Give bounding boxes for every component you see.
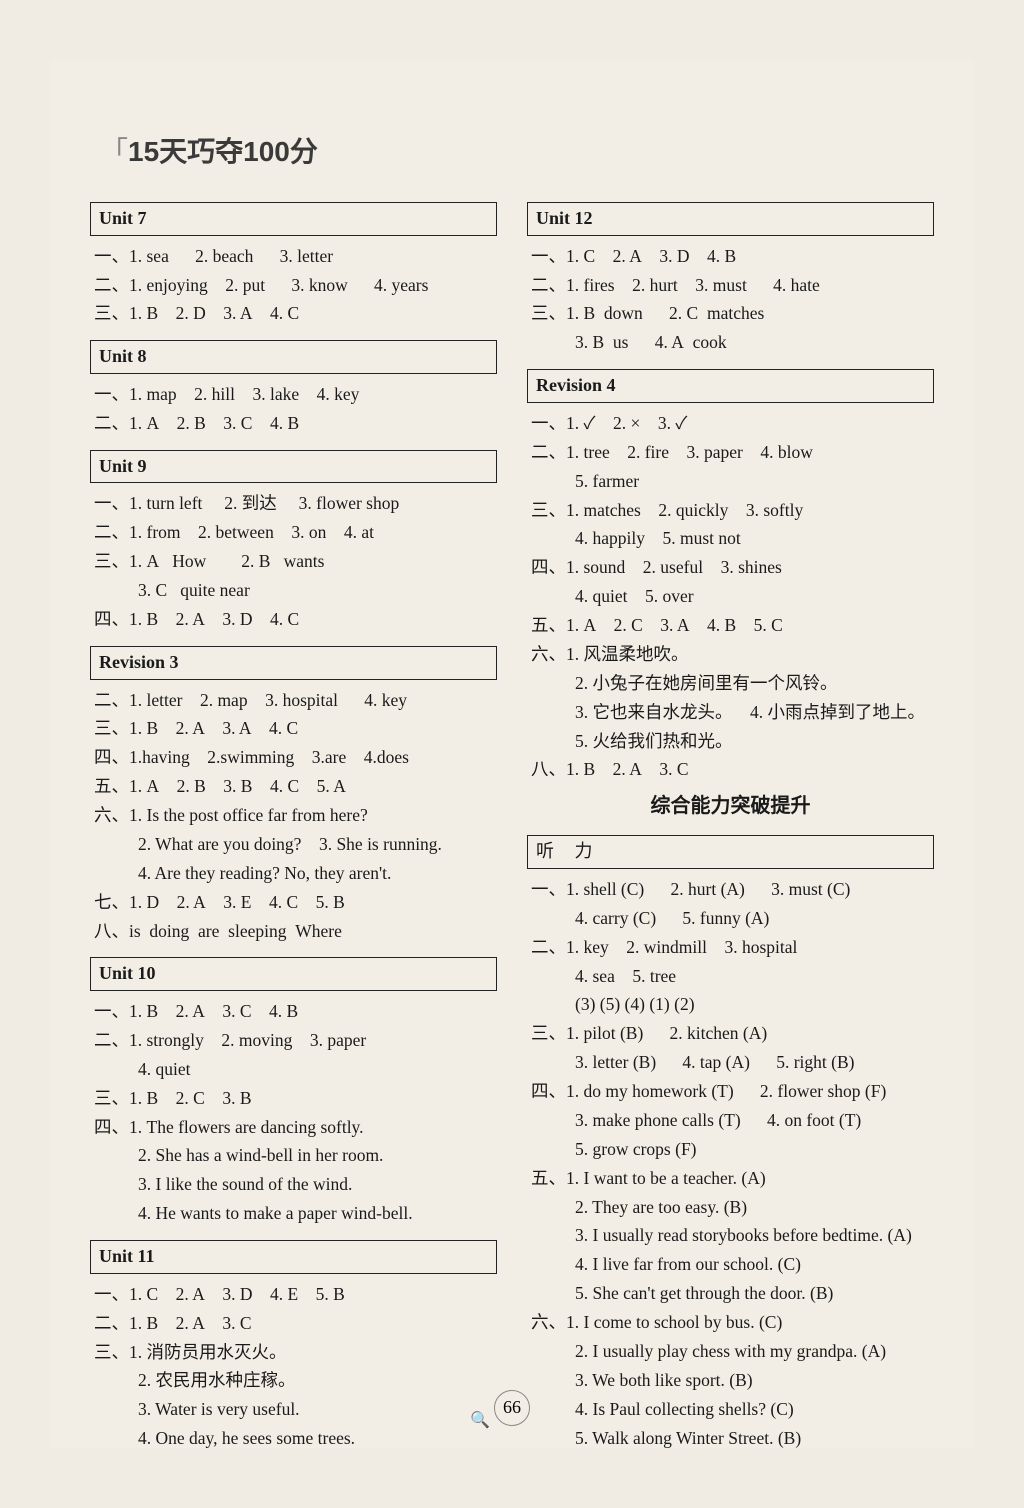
- answer-line: 五、1. A 2. C 3. A 4. B 5. C: [527, 611, 934, 640]
- answer-line: 三、1. B 2. D 3. A 4. C: [90, 299, 497, 328]
- answer-line: 4. Are they reading? No, they aren't.: [90, 859, 497, 888]
- answer-line: 3. B us 4. A cook: [527, 328, 934, 357]
- answer-line: 5. farmer: [527, 467, 934, 496]
- answer-line: 三、1. matches 2. quickly 3. softly: [527, 496, 934, 525]
- answer-line: 一、1. sea 2. beach 3. letter: [90, 242, 497, 271]
- answer-line: 六、1. Is the post office far from here?: [90, 801, 497, 830]
- magnifier-icon: 🔍: [470, 1410, 490, 1430]
- unit-8-header: Unit 8: [90, 340, 497, 374]
- answer-line: 三、1. B down 2. C matches: [527, 299, 934, 328]
- left-column: Unit 7 一、1. sea 2. beach 3. letter 二、1. …: [90, 190, 497, 1453]
- answer-line: 2. They are too easy. (B): [527, 1193, 934, 1222]
- answer-line: 3. 它也来自水龙头。 4. 小雨点掉到了地上。: [527, 698, 934, 727]
- answer-line: 二、1. key 2. windmill 3. hospital: [527, 933, 934, 962]
- answer-line: 三、1. B 2. A 3. A 4. C: [90, 714, 497, 743]
- answer-line: 5. grow crops (F): [527, 1135, 934, 1164]
- answer-line: 4. carry (C) 5. funny (A): [527, 904, 934, 933]
- unit-11-header: Unit 11: [90, 1240, 497, 1274]
- answer-line: 2. 农民用水种庄稼。: [90, 1366, 497, 1395]
- answer-line: 二、1. tree 2. fire 3. paper 4. blow: [527, 438, 934, 467]
- answer-line: 三、1. B 2. C 3. B: [90, 1084, 497, 1113]
- title-text: 15天巧夺100分: [128, 136, 318, 167]
- unit-12-header: Unit 12: [527, 202, 934, 236]
- answer-line: 四、1. B 2. A 3. D 4. C: [90, 605, 497, 634]
- answer-line: 4. sea 5. tree: [527, 962, 934, 991]
- answer-line: 2. She has a wind-bell in her room.: [90, 1141, 497, 1170]
- unit-7-header: Unit 7: [90, 202, 497, 236]
- bracket-icon: 「: [100, 136, 128, 167]
- answer-line: 一、1. turn left 2. 到达 3. flower shop: [90, 489, 497, 518]
- answer-line: 三、1. pilot (B) 2. kitchen (A): [527, 1019, 934, 1048]
- answer-line: 五、1. I want to be a teacher. (A): [527, 1164, 934, 1193]
- listening-header: 听 力: [527, 835, 934, 869]
- answer-line: 五、1. A 2. B 3. B 4. C 5. A: [90, 772, 497, 801]
- answer-line: 3. I usually read storybooks before bedt…: [527, 1221, 934, 1250]
- answer-line: 二、1. letter 2. map 3. hospital 4. key: [90, 686, 497, 715]
- answer-line: 四、1. sound 2. useful 3. shines: [527, 553, 934, 582]
- section-title: 综合能力突破提升: [527, 790, 934, 823]
- answer-line: 八、is doing are sleeping Where: [90, 917, 497, 946]
- answer-line: 一、1. shell (C) 2. hurt (A) 3. must (C): [527, 875, 934, 904]
- answer-line: 八、1. B 2. A 3. C: [527, 755, 934, 784]
- answer-line: 四、1.having 2.swimming 3.are 4.does: [90, 743, 497, 772]
- answer-line: 3. letter (B) 4. tap (A) 5. right (B): [527, 1048, 934, 1077]
- revision-3-header: Revision 3: [90, 646, 497, 680]
- book-title: 「15天巧夺100分: [100, 130, 974, 170]
- revision-4-header: Revision 4: [527, 369, 934, 403]
- unit-10-header: Unit 10: [90, 957, 497, 991]
- answer-line: 一、1. B 2. A 3. C 4. B: [90, 997, 497, 1026]
- page-number-text: 66: [494, 1390, 530, 1426]
- unit-9-header: Unit 9: [90, 450, 497, 484]
- answer-line: 3. Water is very useful.: [90, 1395, 497, 1424]
- content-columns: Unit 7 一、1. sea 2. beach 3. letter 二、1. …: [50, 190, 974, 1453]
- page-number: 66: [494, 1390, 530, 1426]
- answer-line: 2. 小兔子在她房间里有一个风铃。: [527, 669, 934, 698]
- answer-line: 三、1. A How 2. B wants: [90, 547, 497, 576]
- answer-line: 4. I live far from our school. (C): [527, 1250, 934, 1279]
- answer-line: 六、1. 风温柔地吹。: [527, 640, 934, 669]
- answer-line: 4. quiet: [90, 1055, 497, 1084]
- answer-line: 3. C quite near: [90, 576, 497, 605]
- answer-line: 四、1. The flowers are dancing softly.: [90, 1113, 497, 1142]
- answer-line: 2. What are you doing? 3. She is running…: [90, 830, 497, 859]
- answer-line: 七、1. D 2. A 3. E 4. C 5. B: [90, 888, 497, 917]
- answer-line: 一、1. ✓ 2. × 3. ✓: [527, 409, 934, 438]
- answer-line: 3. make phone calls (T) 4. on foot (T): [527, 1106, 934, 1135]
- answer-line: 二、1. strongly 2. moving 3. paper: [90, 1026, 497, 1055]
- answer-line: 2. I usually play chess with my grandpa.…: [527, 1337, 934, 1366]
- answer-line: 3. I like the sound of the wind.: [90, 1170, 497, 1199]
- answer-line: 3. We both like sport. (B): [527, 1366, 934, 1395]
- right-column: Unit 12 一、1. C 2. A 3. D 4. B 二、1. fires…: [527, 190, 934, 1453]
- answer-line: 二、1. from 2. between 3. on 4. at: [90, 518, 497, 547]
- answer-line: 三、1. 消防员用水灭火。: [90, 1338, 497, 1367]
- answer-line: 一、1. map 2. hill 3. lake 4. key: [90, 380, 497, 409]
- answer-line: 一、1. C 2. A 3. D 4. B: [527, 242, 934, 271]
- answer-line: 二、1. enjoying 2. put 3. know 4. years: [90, 271, 497, 300]
- answer-line: 六、1. I come to school by bus. (C): [527, 1308, 934, 1337]
- answer-line: 二、1. A 2. B 3. C 4. B: [90, 409, 497, 438]
- answer-line: 4. He wants to make a paper wind-bell.: [90, 1199, 497, 1228]
- answer-line: (3) (5) (4) (1) (2): [527, 990, 934, 1019]
- answer-line: 二、1. fires 2. hurt 3. must 4. hate: [527, 271, 934, 300]
- answer-line: 4. One day, he sees some trees.: [90, 1424, 497, 1453]
- answer-line: 5. She can't get through the door. (B): [527, 1279, 934, 1308]
- answer-line: 4. quiet 5. over: [527, 582, 934, 611]
- answer-line: 4. happily 5. must not: [527, 524, 934, 553]
- answer-line: 四、1. do my homework (T) 2. flower shop (…: [527, 1077, 934, 1106]
- answer-line: 5. 火给我们热和光。: [527, 727, 934, 756]
- page: 「15天巧夺100分 Unit 7 一、1. sea 2. beach 3. l…: [50, 60, 974, 1448]
- answer-line: 二、1. B 2. A 3. C: [90, 1309, 497, 1338]
- answer-line: 一、1. C 2. A 3. D 4. E 5. B: [90, 1280, 497, 1309]
- answer-line: 5. Walk along Winter Street. (B): [527, 1424, 934, 1453]
- answer-line: 4. Is Paul collecting shells? (C): [527, 1395, 934, 1424]
